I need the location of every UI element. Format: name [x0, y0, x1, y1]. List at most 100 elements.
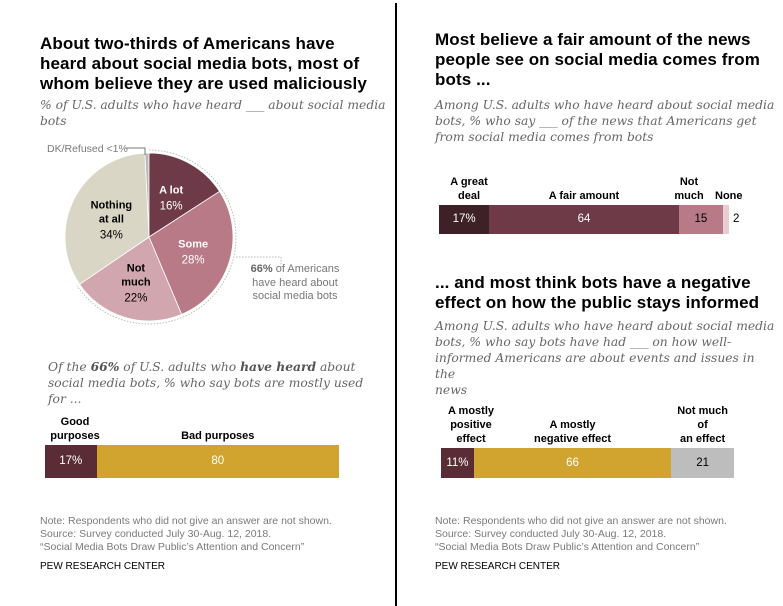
pie-slice-nothing-at-all: [64, 152, 150, 285]
bar-segment-a-mostly-positive-effect: 11%: [441, 448, 474, 478]
right-title-line: people see on social media comes from: [435, 50, 760, 69]
bar-segment-a-great-deal: 17%: [439, 205, 490, 234]
category-label-line: positive effect: [450, 419, 492, 445]
right-title-1: Most believe a fair amount of the news p…: [435, 30, 775, 90]
pie-annotation: 66% of Americans have heard about social…: [235, 263, 355, 304]
bar-chart-effect: A mostly positive effect A mostly negative …: [441, 405, 734, 478]
category-label-line: A mostly: [549, 419, 596, 431]
bar-segment-a-mostly-negative-effect: 66: [473, 448, 672, 478]
category-label-line: Good: [60, 416, 90, 428]
bar-value-label: 21: [696, 457, 709, 469]
pie-slice-label: Not: [127, 262, 146, 274]
pie-annotation-text: social media bots: [252, 290, 338, 302]
bar-category-label: None: [715, 189, 755, 203]
pie-slice-value: 28%: [182, 255, 205, 267]
bar-category-label: A fair amount: [489, 189, 678, 203]
note-line: Note: Respondents who did not give an an…: [40, 515, 332, 527]
pie-slice-value: 22%: [124, 292, 147, 304]
bar-chart-news-from-bots: A great deal A fair amount Not much None 17% 64…: [439, 175, 743, 234]
pie-external-label: DK/Refused <1%: [47, 143, 128, 155]
stacked-bar: 17% 64 15 2: [439, 205, 739, 234]
bar-value-label: 15: [694, 213, 708, 225]
category-label-line: deal: [457, 190, 480, 202]
pie-slice-label: Nothing: [91, 199, 133, 211]
subtitle-line: news: [435, 383, 468, 397]
bar-value-label: 64: [577, 213, 591, 225]
left-title-line: heard about social media bots, most of: [40, 54, 360, 73]
category-label-line: A great: [450, 176, 488, 188]
dk-leader-line: [125, 147, 146, 155]
category-label-line: Not: [679, 176, 699, 188]
pie-slice-not-much: [79, 236, 183, 322]
pie-annotation-percent: 66%: [250, 263, 273, 275]
panel-divider: [395, 3, 397, 606]
right-subtitle-1: Among U.S. adults who have heard about s…: [435, 97, 775, 145]
category-label-line: an effect: [679, 433, 726, 445]
right-title-line: Most believe a fair amount of the news: [435, 30, 751, 49]
pie-slice-label: A lot: [159, 184, 183, 196]
subtitle-bold: have heard: [240, 359, 317, 374]
category-label-line: None: [715, 190, 743, 202]
subtitle-line: informed Americans are about events and …: [435, 351, 755, 381]
pie-slice-a-lot: [148, 152, 221, 238]
right-subtitle-2: Among U.S. adults who have heard about s…: [435, 318, 775, 398]
bar-segment-none: [723, 205, 729, 234]
bar-segment-not-much: 15: [678, 205, 724, 234]
report-title-line: “Social Media Bots Draw Public’s Attenti…: [40, 541, 305, 553]
subtitle-bold: 66%: [90, 359, 120, 374]
pie-annotation-text: of Americans: [272, 263, 340, 275]
category-label-line: purposes: [50, 430, 100, 442]
pie-slice-some: [148, 190, 234, 315]
subtitle-text: of U.S. adults who: [119, 360, 241, 374]
left-subtitle: % of U.S. adults who have heard ___ abou…: [40, 97, 390, 129]
bar-value-label: 66: [566, 457, 579, 469]
bar-value-label: 11%: [446, 457, 469, 469]
stacked-bar: 17% 80: [45, 445, 339, 478]
right-title-line: bots ...: [435, 70, 491, 89]
left-note: Note: Respondents who did not give an an…: [40, 515, 332, 554]
left-brand: PEW RESEARCH CENTER: [40, 561, 166, 572]
report-title-line: “Social Media Bots Draw Public’s Attenti…: [435, 541, 700, 553]
category-label-line: Bad purposes: [181, 430, 255, 442]
right-brand: PEW RESEARCH CENTER: [435, 561, 561, 572]
annotation-connector: [236, 256, 282, 267]
right-title-line: ... and most think bots have a negative: [435, 273, 751, 292]
bar-segment-a-fair-amount: 64: [489, 205, 679, 234]
pie-slice-value: 34%: [100, 229, 123, 241]
pie-annotation-text: have heard about: [252, 276, 338, 289]
subtitle-text: social media bots, % who say bots are mo…: [48, 376, 364, 390]
category-label-line: Not much of: [677, 405, 728, 431]
pie-slice-label: Some: [178, 239, 208, 251]
bar-value-label: 2: [733, 213, 740, 225]
right-title-line: effect on how the public stays informed: [435, 293, 760, 312]
bar-chart-purposes: Good purposes Bad purposes 17% 80: [45, 416, 339, 478]
subtitle-line: Among U.S. adults who have heard about s…: [435, 319, 775, 333]
left-subtitle-line: % of U.S. adults who have heard ___ abou…: [40, 98, 386, 112]
bar-category-label: Good purposes: [45, 415, 105, 443]
subtitle-text: for ...: [48, 392, 82, 406]
subtitle-line: from social media comes from bots: [435, 130, 654, 144]
left-subtitle-line: bots: [40, 114, 67, 128]
pie-slice-value: 16%: [160, 200, 183, 212]
subtitle-text: about: [316, 360, 356, 374]
bar-category-label: Not much: [664, 175, 714, 203]
pie-slice-label: much: [121, 276, 151, 288]
right-note: Note: Respondents who did not give an an…: [435, 515, 727, 554]
bar-category-label: A mostly negative effect: [474, 418, 671, 446]
stacked-bar: 11% 66 21: [441, 448, 734, 478]
pie-slice-label: at all: [99, 213, 124, 225]
category-label-line: negative effect: [534, 433, 612, 445]
subtitle-line: bots, % who say bots have had ___ on how…: [435, 335, 732, 349]
bar-category-label: A mostly positive effect: [441, 404, 501, 446]
subtitle-line: bots, % who say ___ of the news that Ame…: [435, 114, 757, 128]
bar-category-label: Not much of an effect: [671, 404, 734, 446]
bar-category-label: A great deal: [439, 175, 499, 203]
category-label-line: much: [674, 190, 704, 202]
left-title-line: whom believe they are used maliciously: [40, 74, 367, 93]
bar-category-label: Bad purposes: [97, 429, 339, 443]
pie-chart: A lot 16% Some 28% Not much 22% Nothing at all 34…: [47, 143, 282, 325]
category-label-line: A fair amount: [548, 190, 620, 202]
category-label-line: A mostly: [447, 405, 495, 417]
bar-segment-good-purposes: 17%: [45, 445, 97, 478]
bar-value-label: 80: [211, 455, 225, 467]
